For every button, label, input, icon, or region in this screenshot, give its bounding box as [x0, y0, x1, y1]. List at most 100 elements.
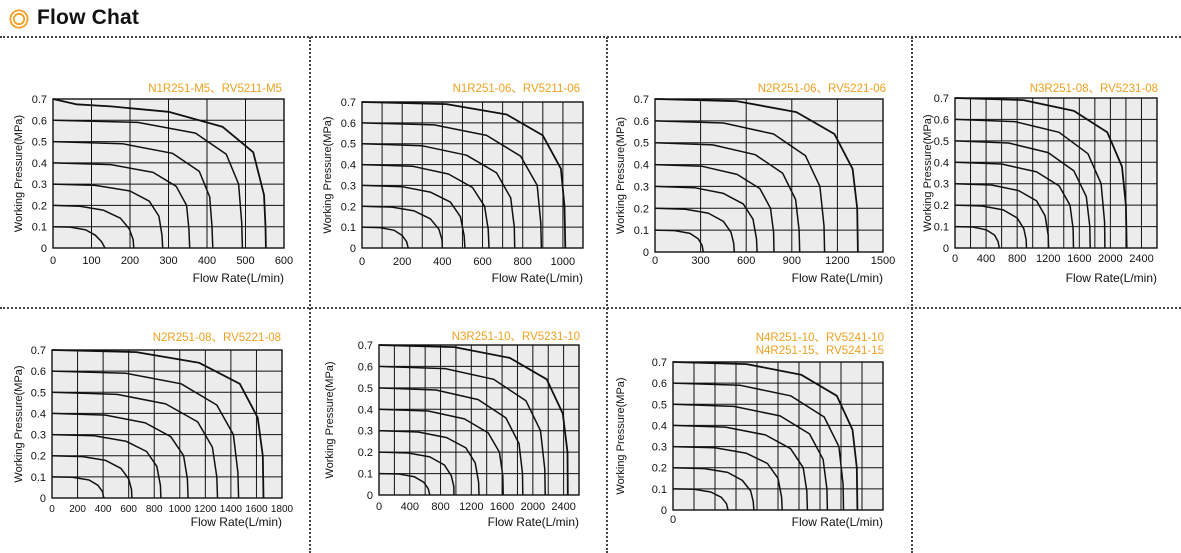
series-curve-0.3: [654, 185, 758, 253]
series-curve-0.5: [672, 403, 829, 511]
series-curve-0.3: [378, 429, 480, 496]
series-curve-0.7: [954, 97, 1128, 249]
x-tick-label: 0: [49, 504, 55, 515]
y-tick-label: 0.4: [341, 160, 356, 172]
plot-area: [379, 345, 579, 495]
x-tick-label: 0: [670, 514, 676, 526]
x-tick-label: 200: [69, 504, 86, 515]
series-curve-0.2: [954, 204, 1028, 249]
x-tick-label: 2400: [1129, 253, 1153, 265]
x-tick-label: 2000: [1098, 253, 1122, 265]
y-tick-label: 0.7: [652, 357, 667, 369]
series-curve-0.5: [51, 391, 219, 499]
series-curve-0.2: [361, 205, 444, 249]
chart-title: N3R251-10、RV5231-10: [452, 331, 580, 343]
y-tick-label: 0.5: [934, 136, 949, 148]
x-tick-label: 600: [737, 255, 755, 267]
x-tick-label: 300: [159, 255, 177, 267]
chart-title: N1R251-M5、RV5211-M5: [148, 83, 282, 95]
x-tick-label: 800: [146, 504, 163, 515]
y-tick-label: 0.2: [934, 200, 949, 212]
y-tick-label: 0.5: [652, 399, 667, 411]
column-divider: [309, 37, 311, 553]
y-axis-label: Working Pressure(MPa): [615, 377, 627, 494]
y-axis-label: Working Pressure(MPa): [615, 117, 627, 234]
y-tick-label: 0.7: [31, 345, 46, 357]
series-curve-0.7: [654, 98, 859, 253]
y-tick-label: 0.3: [341, 180, 356, 192]
y-tick-label: 0: [350, 243, 356, 255]
x-tick-label: 600: [473, 256, 491, 268]
y-axis-label: Working Pressure(MPa): [324, 361, 336, 478]
plot-frame: [361, 101, 584, 249]
y-tick-label: 0.5: [341, 139, 356, 151]
series-curve-0.6: [672, 382, 845, 511]
flow-chart-1: 0 0.1 0.2 0.3 0.4 0.5 0.6 0.7 0 100 200 300 400 500 60…: [13, 83, 293, 285]
series-curve-0.5: [954, 140, 1091, 249]
flow-chart-3: 0 0.1 0.2 0.3 0.4 0.5 0.6 0.7 0 300 600 900 1200 1500…: [615, 83, 895, 285]
y-axis-label: Working Pressure(MPa): [13, 365, 25, 482]
series-curve-0.7: [672, 361, 859, 511]
series-curve-0.4: [361, 163, 490, 249]
x-tick-label: 800: [514, 256, 532, 268]
y-tick-label: 0: [41, 243, 47, 255]
flow-chart-4: 0 0.1 0.2 0.3 0.4 0.5 0.6 0.7 0 400 800 1200 1600 200…: [922, 83, 1158, 285]
series-curve-0.1: [378, 472, 431, 496]
page-header: Flow Chat: [0, 0, 1181, 38]
x-tick-label: 400: [433, 256, 451, 268]
chart-subtitle: N4R251-15、RV5241-15: [756, 345, 884, 357]
y-tick-label: 0.1: [31, 472, 46, 484]
y-tick-label: 0.6: [934, 114, 949, 126]
y-tick-label: 0.4: [652, 420, 667, 432]
x-axis-label: Flow Rate(L/min): [792, 515, 883, 529]
flow-chart-2: 0 0.1 0.2 0.3 0.4 0.5 0.6 0.7 0 200 400 600 800 1000 F…: [322, 83, 584, 285]
y-tick-label: 0.3: [934, 179, 949, 191]
y-tick-label: 0.1: [32, 222, 47, 234]
x-tick-label: 200: [393, 256, 411, 268]
x-tick-label: 800: [431, 501, 449, 513]
x-tick-label: 1000: [169, 504, 192, 515]
series-curve-0.2: [52, 204, 135, 249]
series-curve-0.2: [654, 207, 736, 253]
flow-chart-7: 0 0.1 0.2 0.3 0.4 0.5 0.6 0.7 0 Flow Rate(L/min) W…: [615, 332, 884, 529]
series-curve-0.4: [378, 408, 504, 496]
y-tick-label: 0.7: [634, 94, 649, 106]
chart-title: N3R251-08、RV5231-08: [1030, 83, 1158, 95]
chart-title: N2R251-08、RV5221-08: [153, 332, 281, 344]
series-curve-0.4: [672, 424, 809, 511]
series-curve-0.5: [52, 140, 214, 249]
double-circle-icon: [9, 9, 29, 29]
y-tick-label: 0.2: [341, 201, 356, 213]
y-tick-label: 0.6: [358, 361, 373, 373]
series-curve-0.3: [51, 433, 162, 499]
x-axis-label: Flow Rate(L/min): [191, 515, 282, 529]
series-curve-0.7: [361, 101, 567, 249]
y-tick-label: 0: [943, 243, 949, 255]
x-tick-label: 2000: [521, 501, 545, 513]
x-tick-label: 1500: [871, 255, 895, 267]
y-tick-label: 0.2: [31, 451, 46, 463]
chart-title: N2R251-06、RV5221-06: [758, 83, 886, 95]
y-tick-label: 0: [40, 493, 46, 505]
row-divider: [0, 307, 1181, 309]
chart-title: N4R251-10、RV5241-10: [756, 332, 884, 344]
y-tick-label: 0.4: [634, 160, 649, 172]
plot-frame: [672, 361, 884, 511]
plot-area: [655, 99, 883, 252]
y-tick-label: 0.2: [358, 447, 373, 459]
plot-frame: [51, 349, 283, 499]
y-tick-label: 0.3: [652, 442, 667, 454]
x-tick-label: 400: [95, 504, 112, 515]
y-tick-label: 0.6: [634, 116, 649, 128]
y-tick-label: 0.7: [934, 93, 949, 105]
x-tick-label: 0: [50, 255, 56, 267]
y-axis-label: Working Pressure(MPa): [13, 115, 25, 232]
y-tick-label: 0.5: [358, 383, 373, 395]
y-tick-label: 0.2: [32, 200, 47, 212]
y-tick-label: 0.1: [341, 222, 356, 234]
x-tick-label: 1200: [459, 501, 483, 513]
plot-frame: [954, 97, 1158, 249]
y-tick-label: 0.3: [634, 181, 649, 193]
y-tick-label: 0.1: [358, 469, 373, 481]
